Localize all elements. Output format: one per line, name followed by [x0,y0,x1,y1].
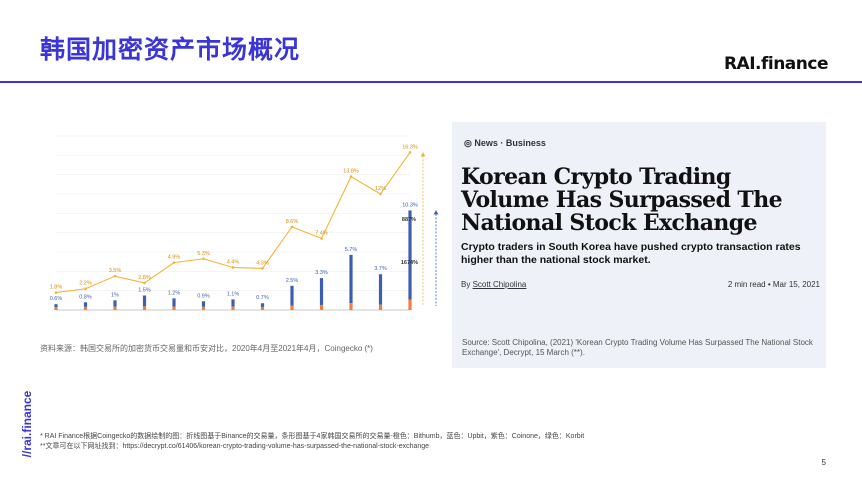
news-category: ◎ News · Business [464,138,546,149]
line-point [172,261,176,264]
bar-bithumb [260,306,265,310]
bar-bithumb [113,306,117,310]
line-data-label: 2.8% [138,275,151,281]
bar-upbit [408,210,412,300]
line-data-label: 8.6% [286,219,299,225]
bar-data-label: 0.7% [256,295,269,301]
bar-bithumb [408,299,412,310]
line-point [408,151,412,154]
news-clipping: ◎ News · Business Korean Crypto Trading … [452,122,826,368]
news-source-note: Source: Scott Chipolina, (2021) 'Korean … [462,338,813,357]
footnote-1: * RAI Finance根据Coingecko的数据绘制的图：折线图基于Bin… [40,433,585,440]
bar-bithumb [319,304,324,310]
slide-title: 韩国加密资产市场概况 [40,35,301,64]
bar-data-label: 10.3% [402,202,418,208]
bar-data-label: 0.9% [197,293,210,299]
line-data-label: 1.8% [50,285,63,291]
bar-data-label: 1% [111,292,119,298]
vertical-logo-text: //rai.finance [20,390,34,458]
bar-bithumb [142,306,147,310]
bar-data-label: 1.2% [168,290,181,296]
bar-upbit [172,298,176,307]
bar-data-label: 0.6% [50,296,63,302]
line-point [84,287,87,291]
bar-data-label: 1.5% [138,288,151,294]
line-point [290,225,294,229]
news-byline: By Scott Chipolina [461,280,526,289]
volume-chart: 0.6% 0.8% 1% 1.5% 1.2% 0.9% 1.1% 0.7% 2.5% 3.3% 5.… [38,128,442,328]
line-data-label: 7.4% [315,230,328,236]
brand-logo: RAI.finance [723,54,829,74]
bar-data-label: 3.3% [315,270,328,276]
bar-upbit [83,302,88,307]
news-subheadline: Crypto traders in South Korea have pushe… [461,241,801,266]
line-point [261,267,264,270]
bar-upbit [290,285,294,306]
line-point [320,237,323,240]
line-point [379,192,382,196]
chart-source-note: 资料来源：韩国交易所的加密货币交易量和币安对比，2020年4月至2021年4月，… [40,344,373,353]
page-number: 5 [821,458,826,467]
line-data-label: 4.4% [227,259,240,265]
bar-bithumb [349,303,353,310]
line-data-label: 16.3% [402,144,418,150]
line-point [202,257,205,261]
news-headline: Korean Crypto Trading Volume Has Surpass… [461,164,783,236]
chart-svg: 0.6% 0.8% 1% 1.5% 1.2% 0.9% 1.1% 0.7% 2.5% 3.3% 5.… [50,135,439,311]
bar-upbit [142,295,147,307]
author-link[interactable]: Scott Chipolina [472,280,527,289]
line-data-label: 4.3% [256,260,269,266]
bar-bithumb [54,307,58,310]
bar-upbit [113,300,117,307]
vertical-logo: //rai.finance [20,388,34,460]
bar-data-label: 0.8% [79,294,92,300]
bar-bithumb [378,304,383,310]
bar-upbit [349,254,353,304]
bar-data-label: 1.1% [227,291,240,297]
line-point [143,281,146,285]
bar-upbit [260,303,265,307]
line-data-label: 2.2% [79,281,92,287]
bar-bithumb [231,306,235,310]
annotation-887: 887% [402,217,416,223]
header-rule [0,81,862,83]
blue-arrow-head [433,210,439,215]
bar-bithumb [201,306,206,310]
bar-upbit [231,299,235,307]
line-point [54,291,58,294]
bar-upbit [319,278,324,305]
footnote-2: **文章可在以下网址找到：https://decrypt.co/61406/ko… [40,443,430,450]
line-data-label: 12% [375,186,386,192]
byline-prefix: By [461,280,473,289]
bar-bithumb [290,305,294,310]
bar-bithumb [172,306,176,310]
bar-upbit [54,304,58,308]
bar-upbit [201,301,206,307]
news-category-label: News · Business [474,138,546,148]
line-point [231,266,235,269]
line-data-label: 13.8% [343,169,359,175]
bar-bithumb [83,306,88,310]
bar-data-label: 2.5% [286,278,299,284]
news-meta: 2 min read • Mar 15, 2021 [727,280,820,289]
line-data-label: 5.3% [197,251,210,257]
line-data-label: 4.9% [168,255,181,261]
decrypt-icon: ◎ [464,138,472,148]
line-point [113,274,117,278]
footnotes: * RAI Finance根据Coingecko的数据绘制的图：折线图基于Bin… [40,432,584,452]
line-data-label: 3.5% [109,268,122,274]
bar-upbit [378,274,383,305]
annotation-1674: 1674% [401,260,418,266]
bar-data-label: 5.7% [345,247,358,253]
line-point [349,175,353,178]
orange-arrow-head [420,152,426,157]
bar-data-label: 3.7% [374,266,387,272]
